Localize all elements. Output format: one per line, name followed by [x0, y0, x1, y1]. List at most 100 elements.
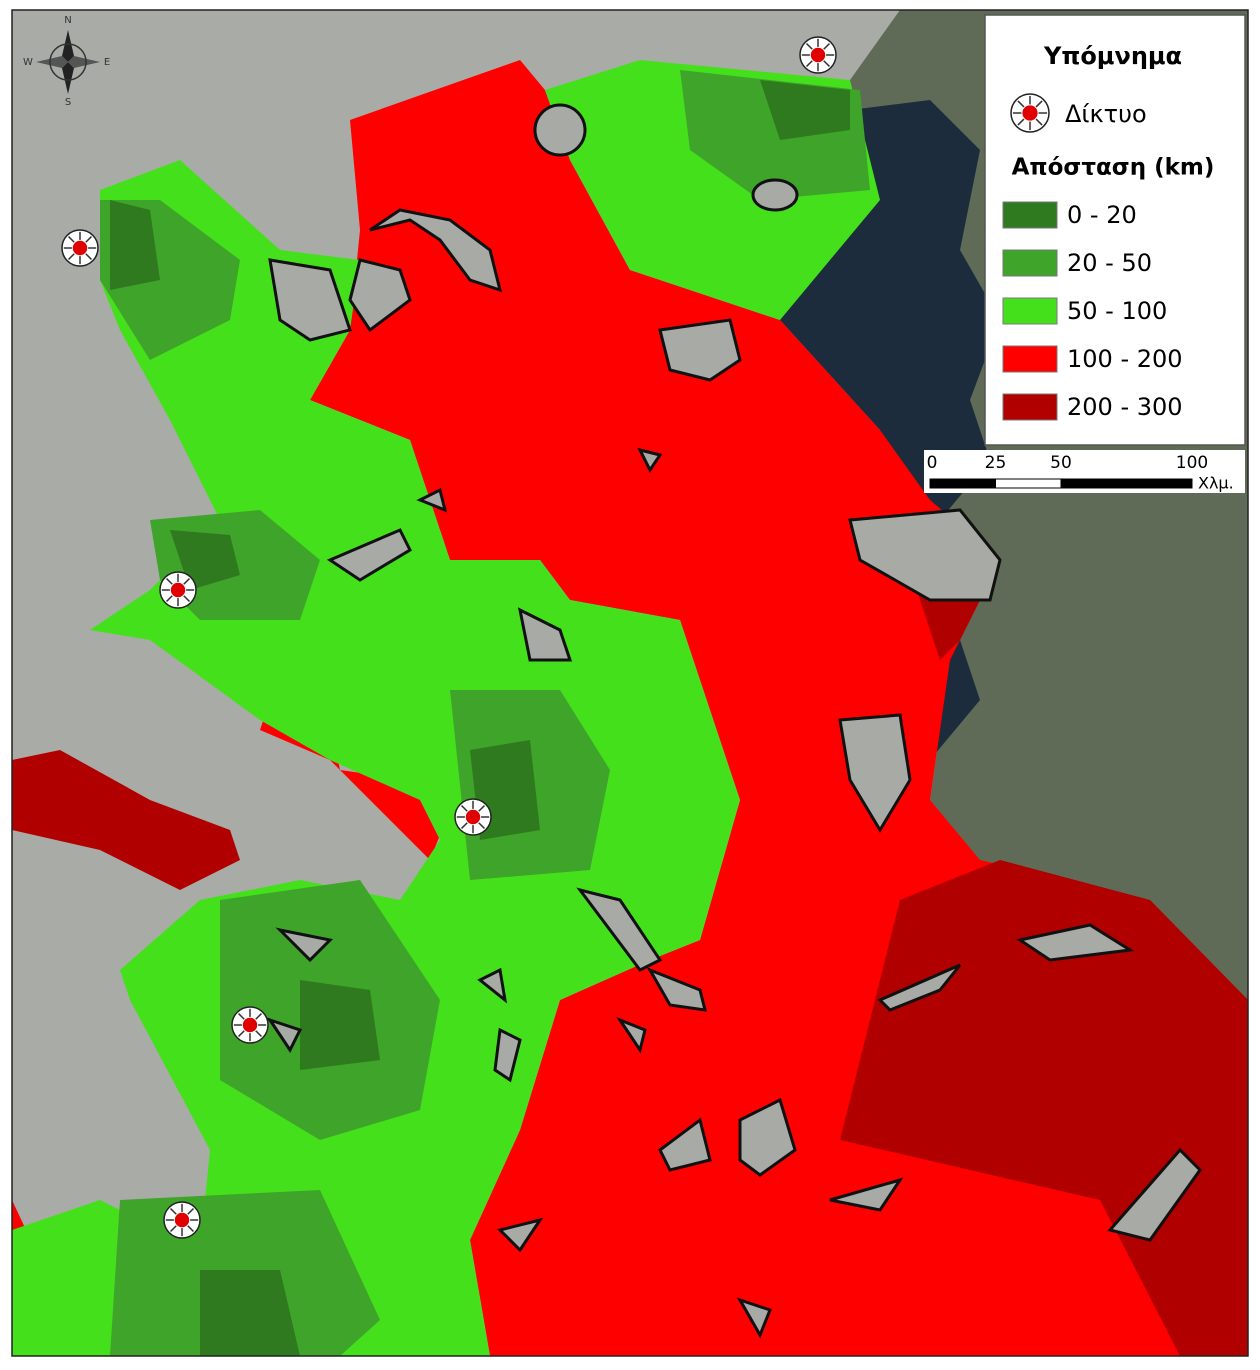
station-spoke	[823, 60, 830, 67]
station-spoke	[85, 236, 92, 243]
station-spoke	[1035, 100, 1043, 108]
compass-w: W	[23, 57, 33, 68]
island	[877, 963, 962, 1012]
island	[268, 258, 352, 342]
island	[517, 607, 573, 662]
island	[1107, 1147, 1202, 1242]
scale-tick-label: 25	[985, 453, 1007, 473]
legend-label: 200 - 300	[1067, 393, 1183, 421]
island	[369, 208, 503, 293]
station-spoke	[255, 1013, 262, 1020]
station-spoke	[1035, 118, 1043, 126]
station-spoke	[187, 1225, 194, 1232]
station-spoke	[238, 1013, 245, 1020]
zone	[760, 80, 850, 140]
scale-tick-label: 0	[927, 453, 938, 473]
station-core	[72, 240, 88, 256]
station-spoke	[1017, 100, 1025, 108]
station-spoke	[170, 1225, 177, 1232]
station-spoke	[166, 595, 173, 602]
station-core	[465, 809, 481, 825]
station-spoke	[461, 805, 468, 812]
station-core	[810, 47, 826, 63]
island	[616, 1016, 647, 1054]
station-spoke	[187, 1208, 194, 1215]
station-spoke	[461, 822, 468, 829]
island	[1016, 923, 1135, 962]
station-spoke	[806, 60, 813, 67]
island	[275, 927, 334, 963]
legend-label: 100 - 200	[1067, 345, 1183, 373]
island	[736, 1297, 772, 1339]
island	[497, 1217, 544, 1253]
station-spoke	[478, 822, 485, 829]
island	[646, 967, 707, 1012]
station-core	[242, 1017, 258, 1033]
zone	[200, 1270, 300, 1356]
station-core	[1022, 105, 1038, 121]
station-core	[174, 1212, 190, 1228]
station-spoke	[68, 236, 75, 243]
compass: N S W E	[23, 15, 110, 108]
island	[848, 508, 1002, 602]
station-spoke	[478, 805, 485, 812]
scale-segment	[1060, 478, 1193, 489]
station-spoke	[170, 1208, 177, 1215]
scale-segment	[929, 478, 996, 489]
compass-e: E	[104, 57, 110, 68]
station-spoke	[806, 43, 813, 50]
island	[658, 318, 742, 382]
station-spoke	[183, 595, 190, 602]
station-spoke	[1017, 118, 1025, 126]
legend-swatch	[1002, 345, 1058, 373]
zone	[12, 160, 740, 1356]
network-stations	[61, 36, 837, 1239]
island	[751, 178, 799, 212]
frame	[11, 9, 1249, 1357]
distance-zones	[12, 60, 1248, 1356]
scale-segment	[995, 478, 1062, 489]
island	[326, 528, 412, 582]
island	[838, 713, 912, 833]
legend-label: 0 - 20	[1067, 201, 1137, 229]
legend-distance-title: Απόσταση (km)	[1012, 155, 1215, 181]
station-spoke	[255, 1030, 262, 1037]
island	[533, 103, 587, 157]
island	[637, 447, 663, 473]
station-spoke	[166, 578, 173, 585]
islands	[266, 103, 1202, 1339]
legend-label: 50 - 100	[1067, 297, 1167, 325]
station-spoke	[85, 253, 92, 260]
zone	[110, 200, 160, 290]
station-spoke	[238, 1030, 245, 1037]
station-spoke	[183, 578, 190, 585]
legend-swatch	[1002, 393, 1058, 421]
legend-swatch	[1002, 297, 1058, 325]
legend-title: Υπόμνημα	[1043, 42, 1182, 70]
compass-n: N	[64, 15, 71, 26]
station-spoke	[823, 43, 830, 50]
legend: Υπόμνημα Δίκτυο Απόσταση (km) 0 - 20 20 -…	[984, 14, 1246, 446]
island	[493, 1027, 522, 1083]
legend-swatch	[1002, 201, 1058, 229]
scale-bar: Χλμ. 0 25 50 100	[924, 450, 1245, 493]
scale-tick-label: 50	[1050, 453, 1072, 473]
station-spoke	[68, 253, 75, 260]
scale-tick-label: 100	[1176, 453, 1208, 473]
island	[416, 487, 448, 513]
legend-label: 20 - 50	[1067, 249, 1152, 277]
station-core	[170, 582, 186, 598]
island	[477, 967, 508, 1004]
scale-unit: Χλμ.	[1198, 474, 1234, 493]
island	[658, 1117, 712, 1172]
legend-box	[984, 14, 1246, 446]
zone	[300, 980, 380, 1070]
island	[829, 1177, 904, 1212]
island	[266, 1017, 303, 1053]
island	[738, 1097, 797, 1177]
island	[348, 258, 412, 333]
island	[576, 887, 663, 972]
legend-swatch	[1002, 249, 1058, 277]
zone	[12, 750, 240, 890]
